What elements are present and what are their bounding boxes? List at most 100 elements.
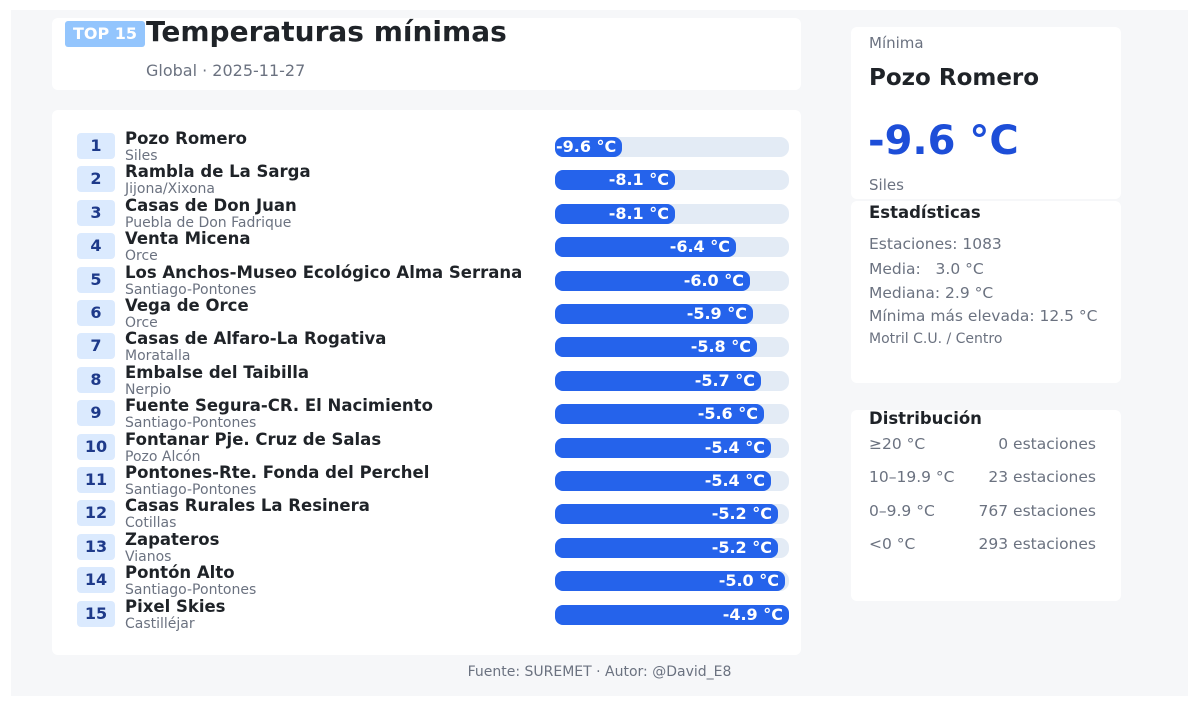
stats-title: Estadísticas [869,203,981,222]
bar-track: -5.4 °C [555,437,789,458]
bar-track: -5.2 °C [555,537,789,558]
ranking-row: 6 Vega de Orce Orce -5.9 °C [0,296,800,331]
temperature-value-label: -5.8 °C [690,337,751,357]
station-location: Siles [125,148,158,164]
temperature-bar [555,237,736,258]
temperature-bar [555,504,778,525]
distribution-row: ≥20 °C 0 estaciones [869,435,1096,457]
station-name: Los Anchos-Museo Ecológico Alma Serrana [125,262,523,282]
station-name: Fontanar Pje. Cruz de Salas [125,429,382,449]
temperature-bar [555,437,771,458]
temperature-bar [555,203,675,224]
distribution-title: Distribución [869,409,982,428]
footer-credit: Fuente: SUREMET · Autor: @David_E8 [467,664,732,680]
temperature-bar [555,537,778,558]
ranking-row: 9 Fuente Segura-CR. El Nacimiento Santiago… [0,396,800,432]
summary-station: Pozo Romero [869,65,1040,91]
rank-badge: 5 [77,266,115,293]
distribution-row: <0 °C 293 estaciones [869,535,1096,557]
distribution-range: 10–19.9 °C [869,468,955,486]
rank-badge: 2 [77,166,115,193]
distribution-row: 0–9.9 °C 767 estaciones [869,502,1096,524]
temperature-bar [555,370,761,391]
temperature-bar [555,604,789,625]
ranking-row: 11 Pontones-Rte. Fonda del Perchel Santiag… [0,463,800,498]
rank-badge: 4 [77,233,115,260]
temperature-value-label: -5.4 °C [704,437,765,457]
distribution-card [851,410,1121,601]
page-title: Temperaturas mínimas [146,15,507,48]
ranking-row: 8 Embalse del Taibilla Nerpio -5.7 °C [0,363,800,398]
rank-badge: 10 [77,433,115,460]
temperature-value-label: -4.9 °C [722,604,783,624]
stats-stations: Estaciones: 1083 [869,235,1002,253]
distribution-count: 23 estaciones [988,468,1096,486]
bar-track: -5.4 °C [555,471,789,491]
ranking-row: 4 Venta Micena Orce -6.4 °C [0,229,800,264]
temperature-value-label: -8.1 °C [608,170,669,190]
temperature-bar [555,471,771,491]
station-name: Venta Micena [125,229,251,249]
bar-track: -4.9 °C [555,604,789,625]
temperature-bar [555,404,764,425]
bar-track: -6.4 °C [555,237,789,258]
ranking-row: 13 Zapateros Vianos -5.2 °C [0,529,800,565]
station-name: Zapateros [125,529,220,549]
temperature-value-label: -5.0 °C [718,571,779,591]
ranking-row: 3 Casas de Don Juan Puebla de Don Fadrique… [0,195,800,231]
station-name: Vega de Orce [125,296,249,315]
rank-badge: 11 [77,467,115,493]
ranking-row: 1 Pozo Romero Siles -9.6 °C [0,129,800,164]
rank-badge: 13 [77,533,115,560]
ranking-row: 14 Pontón Alto Santiago-Pontones -5.0 °C [0,563,800,598]
rank-badge: 14 [77,567,115,594]
distribution-count: 767 estaciones [978,502,1096,520]
temperature-bar [555,571,785,592]
distribution-row: 10–19.9 °C 23 estaciones [869,468,1096,490]
bar-track: -8.1 °C [555,170,789,191]
distribution-count: 293 estaciones [978,535,1096,553]
rank-badge: 3 [77,199,115,226]
rank-badge: 15 [77,600,115,627]
temperature-value-label: -8.1 °C [608,203,669,223]
distribution-range: ≥20 °C [869,435,926,453]
station-name: Pozo Romero [125,129,248,148]
temperature-bar [555,304,753,324]
ranking-row: 5 Los Anchos-Museo Ecológico Alma Serrana… [0,262,800,298]
bar-track: -5.2 °C [555,504,789,525]
temperature-value-label: -6.4 °C [669,237,730,257]
temperature-value-label: -6.0 °C [683,270,744,290]
temperature-value-label: -5.2 °C [711,504,772,524]
station-location: Orce [125,315,158,331]
station-name: Casas de Don Juan [125,195,297,215]
temperature-value-label: -5.2 °C [711,537,772,557]
rank-badge: 8 [77,366,115,393]
ranking-row: 15 Pixel Skies Castilléjar -4.9 °C [0,597,800,632]
bar-track: -8.1 °C [555,203,789,224]
distribution-range: <0 °C [869,535,916,553]
bar-track: -5.0 °C [555,571,789,592]
rank-badge: 12 [77,500,115,527]
bar-track: -5.7 °C [555,370,789,391]
bar-track: -5.6 °C [555,404,789,425]
station-name: Pontón Alto [125,563,235,583]
rank-badge: 6 [77,300,115,326]
distribution-range: 0–9.9 °C [869,502,935,520]
temperature-bar [555,270,750,291]
temperature-value-label: -5.4 °C [704,471,765,490]
ranking-row: 12 Casas Rurales La Resinera Cotillas -5.2 … [0,496,800,531]
bar-track: -9.6 °C [555,137,789,157]
rank-badge: 7 [77,333,115,360]
temperature-value-label: -5.7 °C [694,370,755,390]
station-location: Santiago-Pontones [125,415,257,432]
station-name: Fuente Segura-CR. El Nacimiento [125,396,433,416]
stats-median: Mediana: 2.9 °C [869,284,994,302]
ranking-row: 7 Casas de Alfaro-La Rogativa Moratalla -5.… [0,329,800,364]
ranking-row: 2 Rambla de La Sarga Jijona/Xixona -8.1 °C [0,162,800,197]
temperature-bar [555,337,757,358]
summary-label: Mínima [869,34,924,52]
ranking-row: 10 Fontanar Pje. Cruz de Salas Pozo Alcón -… [0,429,800,465]
station-location: Puebla de Don Fadrique [125,214,292,231]
header-card [52,18,801,90]
stats-mean: Media: 3.0 °C [869,260,984,278]
